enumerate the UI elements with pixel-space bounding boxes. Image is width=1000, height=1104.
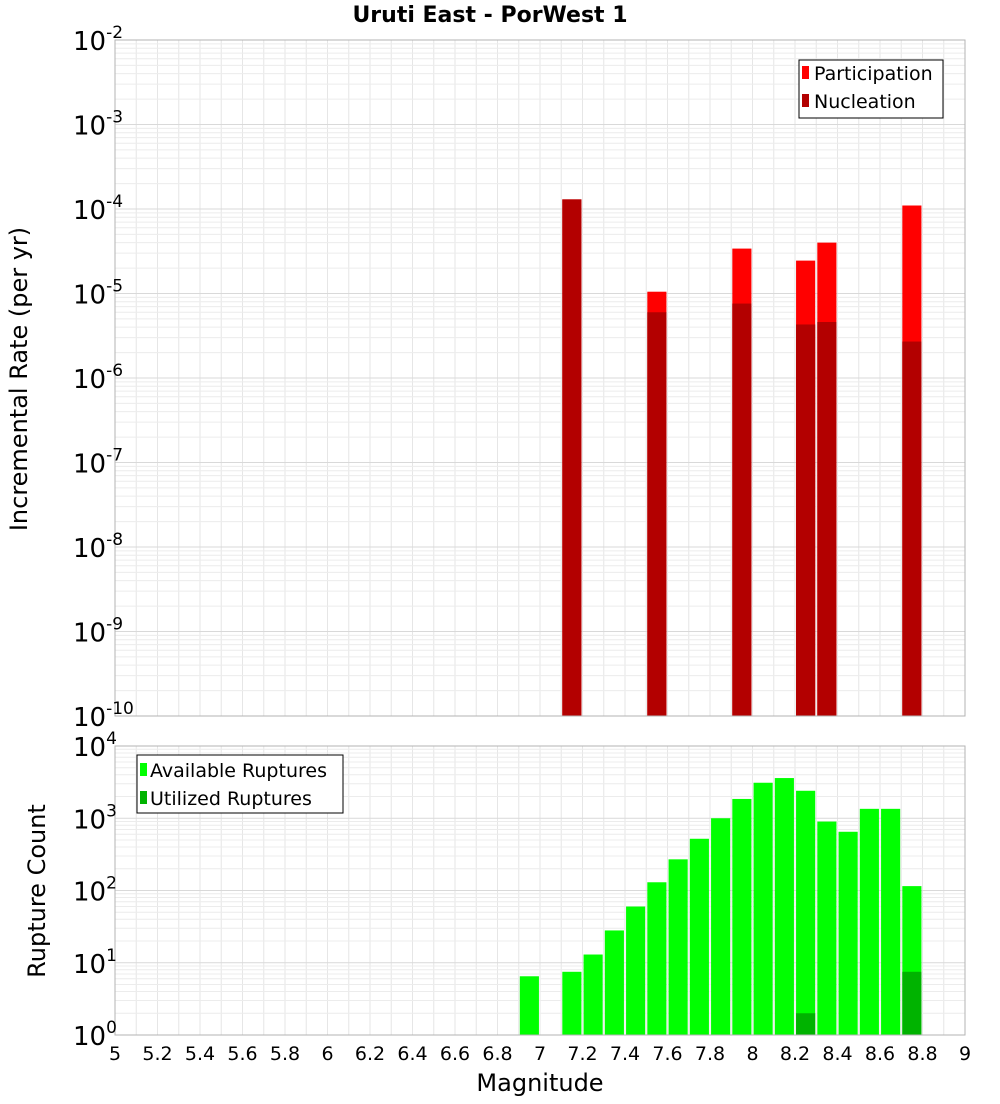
available-ruptures-bar bbox=[562, 971, 582, 1035]
chart-title: Uruti East - PorWest 1 bbox=[352, 3, 627, 28]
x-tick-label: 9 bbox=[959, 1043, 971, 1065]
bottom-legend: Available Ruptures Utilized Ruptures bbox=[136, 754, 344, 814]
top-legend-box bbox=[798, 59, 944, 119]
x-tick-label: 6.4 bbox=[397, 1043, 427, 1065]
nucleation-bar bbox=[817, 321, 837, 716]
plot-frame-1 bbox=[114, 745, 966, 1036]
available-ruptures-bar bbox=[711, 818, 731, 1035]
y-tick-exponent: 4 bbox=[106, 729, 117, 749]
x-tick-label: 8.8 bbox=[907, 1043, 937, 1065]
available-ruptures-bar bbox=[689, 838, 709, 1035]
x-tick-label: 6.6 bbox=[440, 1043, 470, 1065]
top-legend: Participation Nucleation bbox=[798, 59, 944, 119]
legend-label-nucleation: Nucleation bbox=[814, 91, 916, 113]
legend-label-available: Available Ruptures bbox=[150, 760, 327, 782]
x-tick-label: 5.4 bbox=[185, 1043, 215, 1065]
y-tick-exponent: -3 bbox=[106, 108, 123, 128]
available-ruptures-bar bbox=[774, 778, 794, 1035]
x-tick-label: 5.6 bbox=[227, 1043, 257, 1065]
legend-swatch-available bbox=[140, 763, 147, 776]
nucleation-bar bbox=[902, 341, 922, 716]
available-ruptures-bar bbox=[647, 882, 667, 1035]
x-tick-label: 5 bbox=[109, 1043, 121, 1065]
legend-swatch-participation bbox=[802, 66, 809, 79]
x-tick-label: 7.2 bbox=[567, 1043, 597, 1065]
available-ruptures-bar bbox=[796, 790, 816, 1035]
utilized-ruptures-bar bbox=[796, 1013, 816, 1035]
x-tick-label: 6.2 bbox=[355, 1043, 385, 1065]
available-ruptures-bar bbox=[519, 976, 539, 1035]
y-tick-exponent: 2 bbox=[106, 874, 117, 894]
available-ruptures-bar bbox=[817, 821, 837, 1035]
available-ruptures-bar bbox=[881, 808, 901, 1035]
y-tick-exponent: -10 bbox=[106, 699, 134, 719]
legend-label-participation: Participation bbox=[814, 63, 933, 85]
y-tick-exponent: -6 bbox=[106, 361, 123, 381]
frame-layer bbox=[114, 39, 966, 1036]
y-tick-exponent: -7 bbox=[106, 446, 123, 466]
legend-swatch-nucleation bbox=[802, 94, 809, 107]
available-ruptures-bar bbox=[732, 798, 752, 1035]
x-tick-label: 8.6 bbox=[865, 1043, 895, 1065]
y-tick-exponent: -2 bbox=[106, 23, 123, 43]
nucleation-bar bbox=[562, 199, 582, 717]
top-y-axis-label: Incremental Rate (per yr) bbox=[5, 227, 33, 531]
x-tick-label: 8.4 bbox=[822, 1043, 852, 1065]
ticks-layer: 10-1010-910-810-710-610-510-410-310-2100… bbox=[73, 23, 971, 1065]
y-tick-exponent: -8 bbox=[106, 530, 123, 550]
available-ruptures-bar bbox=[668, 859, 688, 1035]
y-tick-exponent: 1 bbox=[106, 946, 117, 966]
x-tick-label: 7 bbox=[534, 1043, 546, 1065]
available-ruptures-bar bbox=[626, 906, 646, 1035]
legend-label-utilized: Utilized Ruptures bbox=[150, 788, 312, 810]
nucleation-bar bbox=[732, 303, 752, 716]
x-tick-label: 6 bbox=[321, 1043, 333, 1065]
y-tick-label: 10-10 bbox=[73, 699, 134, 733]
available-ruptures-bar bbox=[604, 930, 624, 1035]
legend-swatch-utilized bbox=[140, 791, 147, 804]
x-axis-label: Magnitude bbox=[476, 1069, 603, 1097]
y-tick-label: 10-8 bbox=[73, 530, 123, 564]
x-tick-label: 7.8 bbox=[695, 1043, 725, 1065]
nucleation-bar bbox=[796, 324, 816, 716]
y-tick-exponent: 3 bbox=[106, 801, 117, 821]
available-ruptures-bar bbox=[583, 954, 603, 1035]
available-ruptures-bar bbox=[753, 782, 773, 1035]
bottom-legend-box bbox=[136, 754, 344, 814]
bars-layer bbox=[519, 199, 922, 1035]
y-tick-exponent: -9 bbox=[106, 615, 123, 635]
available-ruptures-bar bbox=[859, 808, 879, 1035]
x-tick-label: 6.8 bbox=[482, 1043, 512, 1065]
nucleation-bar bbox=[647, 312, 667, 716]
y-tick-label: 104 bbox=[73, 729, 117, 763]
grid-layer bbox=[115, 40, 965, 1035]
y-tick-label: 103 bbox=[73, 801, 117, 835]
x-tick-label: 5.2 bbox=[142, 1043, 172, 1065]
x-tick-label: 5.8 bbox=[270, 1043, 300, 1065]
plot-frame-0 bbox=[114, 39, 966, 717]
x-tick-label: 7.6 bbox=[652, 1043, 682, 1065]
x-tick-label: 8.2 bbox=[780, 1043, 810, 1065]
y-tick-label: 102 bbox=[73, 874, 117, 908]
available-ruptures-bar bbox=[838, 831, 858, 1035]
y-tick-label: 10-7 bbox=[73, 446, 123, 480]
x-tick-label: 8 bbox=[746, 1043, 758, 1065]
y-tick-exponent: 0 bbox=[106, 1018, 117, 1038]
y-tick-exponent: -4 bbox=[106, 192, 123, 212]
utilized-ruptures-bar bbox=[902, 971, 922, 1035]
bottom-y-axis-label: Rupture Count bbox=[23, 804, 51, 978]
y-tick-label: 101 bbox=[73, 946, 117, 980]
y-tick-exponent: -5 bbox=[106, 277, 123, 297]
x-tick-label: 7.4 bbox=[610, 1043, 640, 1065]
